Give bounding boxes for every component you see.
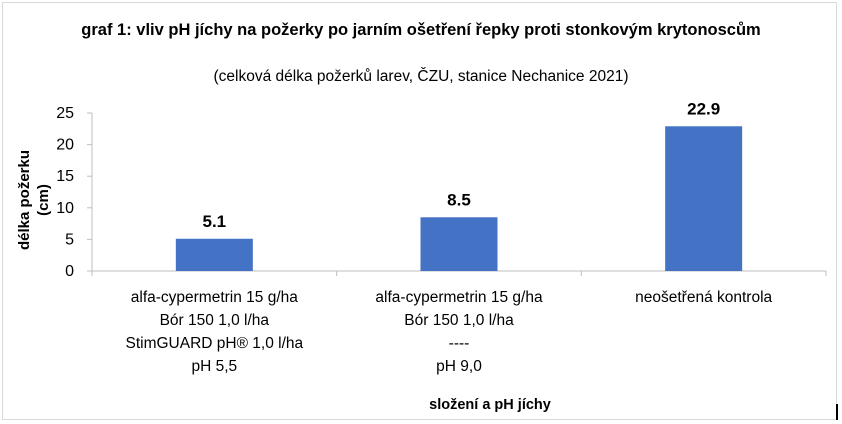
y-tick-label: 25: [56, 105, 74, 122]
y-tick-label: 10: [56, 200, 74, 217]
bar: [420, 217, 498, 271]
x-category-label-line: pH 5,5: [191, 358, 238, 375]
x-category-label-line: StimGUARD pH® 1,0 l/ha: [125, 335, 304, 352]
y-tick-label: 15: [56, 168, 74, 185]
bar: [175, 238, 253, 271]
x-category-label-line: pH 9,0: [436, 358, 482, 375]
y-tick-label: 20: [56, 137, 74, 154]
x-category-label-line: Bór 150 1,0 l/ha: [404, 312, 514, 329]
x-category-label: neošetřená kontrola: [584, 286, 824, 309]
y-tick-label: 0: [65, 263, 74, 280]
data-label: 8.5: [447, 190, 471, 209]
data-label: 22.9: [687, 99, 720, 118]
y-tick-label: 5: [65, 231, 74, 248]
bar: [665, 126, 743, 271]
x-category-label-line: neošetřená kontrola: [635, 289, 773, 306]
x-axis-label: složení a pH jíchy: [429, 397, 551, 413]
x-category-label-line: alfa-cypermetrin 15 g/ha: [130, 289, 298, 306]
chart-title: graf 1: vliv pH jíchy na požerky po jarn…: [81, 21, 761, 39]
frame-edge-mark: [836, 404, 838, 420]
chart-frame: [2, 2, 837, 420]
x-category-label-line: alfa-cypermetrin 15 g/ha: [375, 289, 543, 306]
x-category-label: alfa-cypermetrin 15 g/ha Bór 150 1,0 l/ha…: [339, 286, 579, 378]
chart-subtitle: (celková délka požerků larev, ČZU, stani…: [213, 68, 629, 85]
data-label: 5.1: [203, 212, 227, 231]
x-category-label: alfa-cypermetrin 15 g/ha Bór 150 1,0 l/ha…: [94, 286, 334, 378]
x-category-label-line: ----: [448, 335, 470, 352]
x-category-label-line: Bór 150 1,0 l/ha: [159, 312, 270, 329]
